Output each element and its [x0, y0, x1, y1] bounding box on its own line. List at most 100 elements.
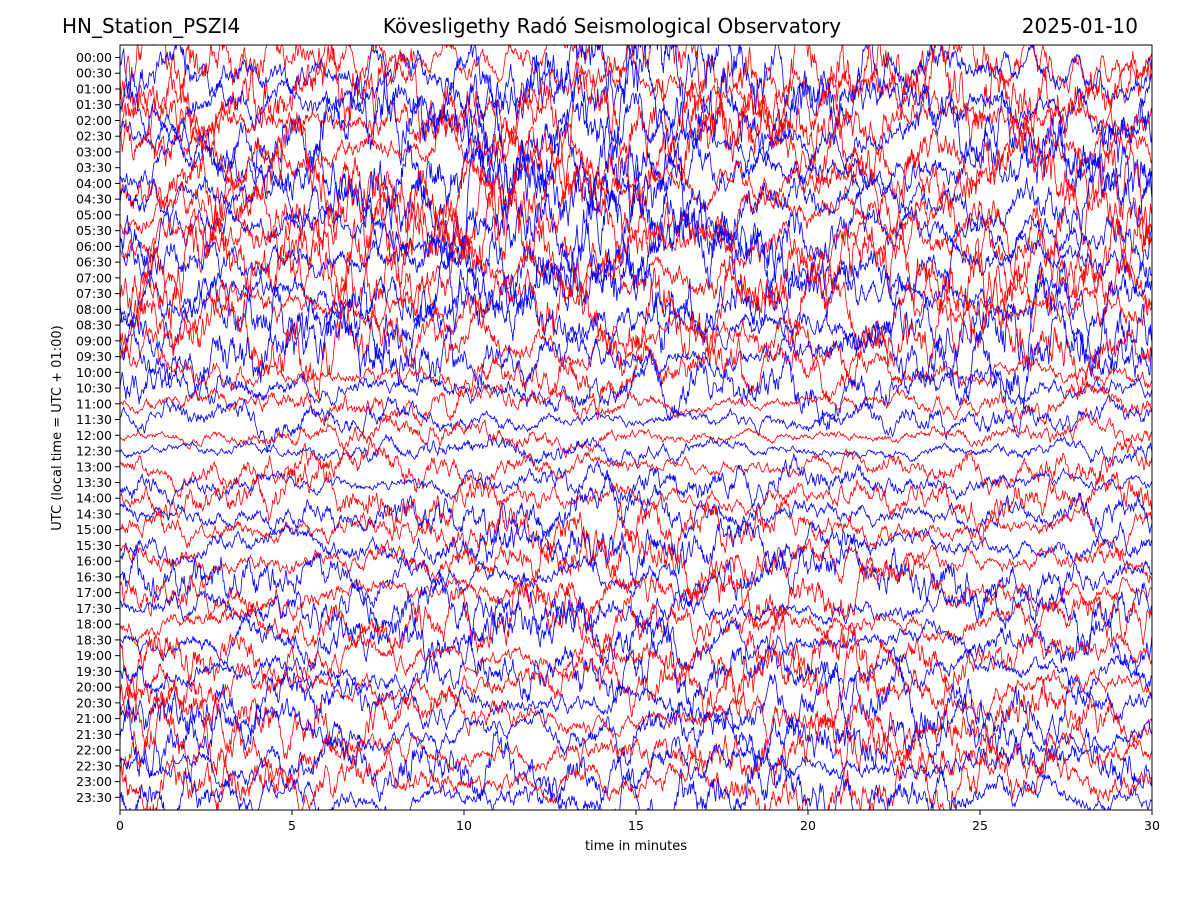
x-axis-label: time in minutes [585, 839, 687, 854]
seismic-trace [120, 657, 1152, 753]
y-tick-label: 16:00 [76, 554, 112, 569]
seismic-trace [120, 254, 1152, 377]
y-tick-label: 12:30 [76, 444, 112, 459]
y-tick-label: 01:00 [76, 81, 112, 96]
observatory-title: Kövesligethy Radó Seismological Observat… [382, 14, 842, 38]
seismic-trace [120, 205, 1152, 333]
x-tick-label: 0 [116, 818, 124, 833]
date-label: 2025-01-10 [1021, 14, 1138, 38]
y-tick-label: 17:30 [76, 601, 112, 616]
seismic-trace [120, 394, 1152, 453]
seismic-trace [120, 300, 1152, 407]
seismic-trace [120, 108, 1152, 230]
y-tick-label: 16:30 [76, 569, 112, 584]
seismic-trace [120, 45, 1152, 167]
seismic-trace [120, 379, 1152, 428]
seismic-trace [120, 453, 1152, 508]
seismic-trace [120, 437, 1152, 499]
y-tick-label: 02:00 [76, 113, 112, 128]
y-tick-label: 13:00 [76, 459, 112, 474]
seismic-trace [120, 754, 1152, 810]
seismic-trace [120, 518, 1152, 588]
y-tick-label: 14:00 [76, 491, 112, 506]
seismic-trace [120, 692, 1152, 790]
y-tick-label: 08:00 [76, 302, 112, 317]
y-tick-label: 09:30 [76, 349, 112, 364]
y-tick-label: 05:00 [76, 207, 112, 222]
y-tick-label: 03:30 [76, 160, 112, 175]
y-tick-label: 06:30 [76, 255, 112, 270]
seismic-trace [120, 348, 1152, 431]
seismic-trace [120, 264, 1152, 400]
y-tick-label: 17:00 [76, 585, 112, 600]
y-tick-label: 00:00 [76, 50, 112, 65]
seismic-trace [120, 72, 1152, 217]
y-tick-label: 04:00 [76, 176, 112, 191]
seismic-trace [120, 156, 1152, 282]
seismic-trace [120, 525, 1152, 601]
x-tick-label: 30 [1144, 818, 1160, 833]
x-tick-label: 5 [288, 818, 296, 833]
seismic-trace [120, 407, 1152, 459]
x-axis: 0 5 10 15 20 25 30 [116, 810, 1160, 833]
seismic-trace [120, 433, 1152, 468]
y-tick-label: 22:00 [76, 743, 112, 758]
y-tick-label: 08:30 [76, 318, 112, 333]
seismic-trace [120, 605, 1152, 704]
seismic-trace [120, 108, 1152, 262]
y-tick-label: 10:30 [76, 381, 112, 396]
y-tick-label: 14:30 [76, 506, 112, 521]
x-tick-label: 15 [628, 818, 644, 833]
y-tick-label: 21:00 [76, 711, 112, 726]
y-tick-label: 11:00 [76, 396, 112, 411]
seismic-trace [120, 678, 1152, 770]
y-tick-label: 15:30 [76, 538, 112, 553]
y-tick-label: 21:30 [76, 727, 112, 742]
seismic-trace [120, 108, 1152, 249]
y-tick-label: 02:30 [76, 129, 112, 144]
y-tick-label: 07:00 [76, 270, 112, 285]
x-tick-label: 10 [456, 818, 472, 833]
y-tick-label: 07:30 [76, 286, 112, 301]
seismic-trace [120, 499, 1152, 569]
seismic-trace [120, 616, 1152, 717]
y-tick-label: 12:00 [76, 428, 112, 443]
y-tick-label: 22:30 [76, 758, 112, 773]
seismic-trace [120, 639, 1152, 727]
y-tick-label: 09:00 [76, 333, 112, 348]
seismic-trace [120, 693, 1152, 778]
y-tick-label: 15:00 [76, 522, 112, 537]
y-tick-label: 18:00 [76, 617, 112, 632]
y-tick-label: 20:00 [76, 680, 112, 695]
y-tick-label: 13:30 [76, 475, 112, 490]
y-tick-label: 20:30 [76, 695, 112, 710]
y-tick-label: 19:00 [76, 648, 112, 663]
y-tick-label: 05:30 [76, 223, 112, 238]
seismic-trace [120, 67, 1152, 191]
seismic-trace [120, 474, 1152, 545]
y-axis-label: UTC (local time = UTC + 01:00) [50, 325, 65, 530]
seismic-trace [120, 569, 1152, 657]
y-tick-label: 06:00 [76, 239, 112, 254]
y-tick-label: 10:00 [76, 365, 112, 380]
y-tick-label: 03:00 [76, 144, 112, 159]
seismic-trace [120, 595, 1152, 683]
y-tick-label: 18:30 [76, 632, 112, 647]
seismic-trace [120, 141, 1152, 294]
y-tick-label: 04:30 [76, 192, 112, 207]
x-tick-label: 25 [972, 818, 988, 833]
seismic-trace [120, 184, 1152, 308]
seismic-trace [120, 206, 1152, 312]
seismic-trace [120, 728, 1152, 805]
x-tick-label: 20 [800, 818, 816, 833]
seismic-trace [120, 554, 1152, 631]
station-label: HN_Station_PSZI4 [62, 14, 241, 38]
y-tick-label: 19:30 [76, 664, 112, 679]
y-tick-label: 23:00 [76, 774, 112, 789]
seismic-trace [120, 241, 1152, 375]
y-axis: 00:0000:3001:0001:3002:0002:3003:0003:30… [76, 50, 120, 805]
y-tick-label: 01:30 [76, 97, 112, 112]
seismic-trace [120, 243, 1152, 354]
y-tick-label: 23:30 [76, 790, 112, 805]
